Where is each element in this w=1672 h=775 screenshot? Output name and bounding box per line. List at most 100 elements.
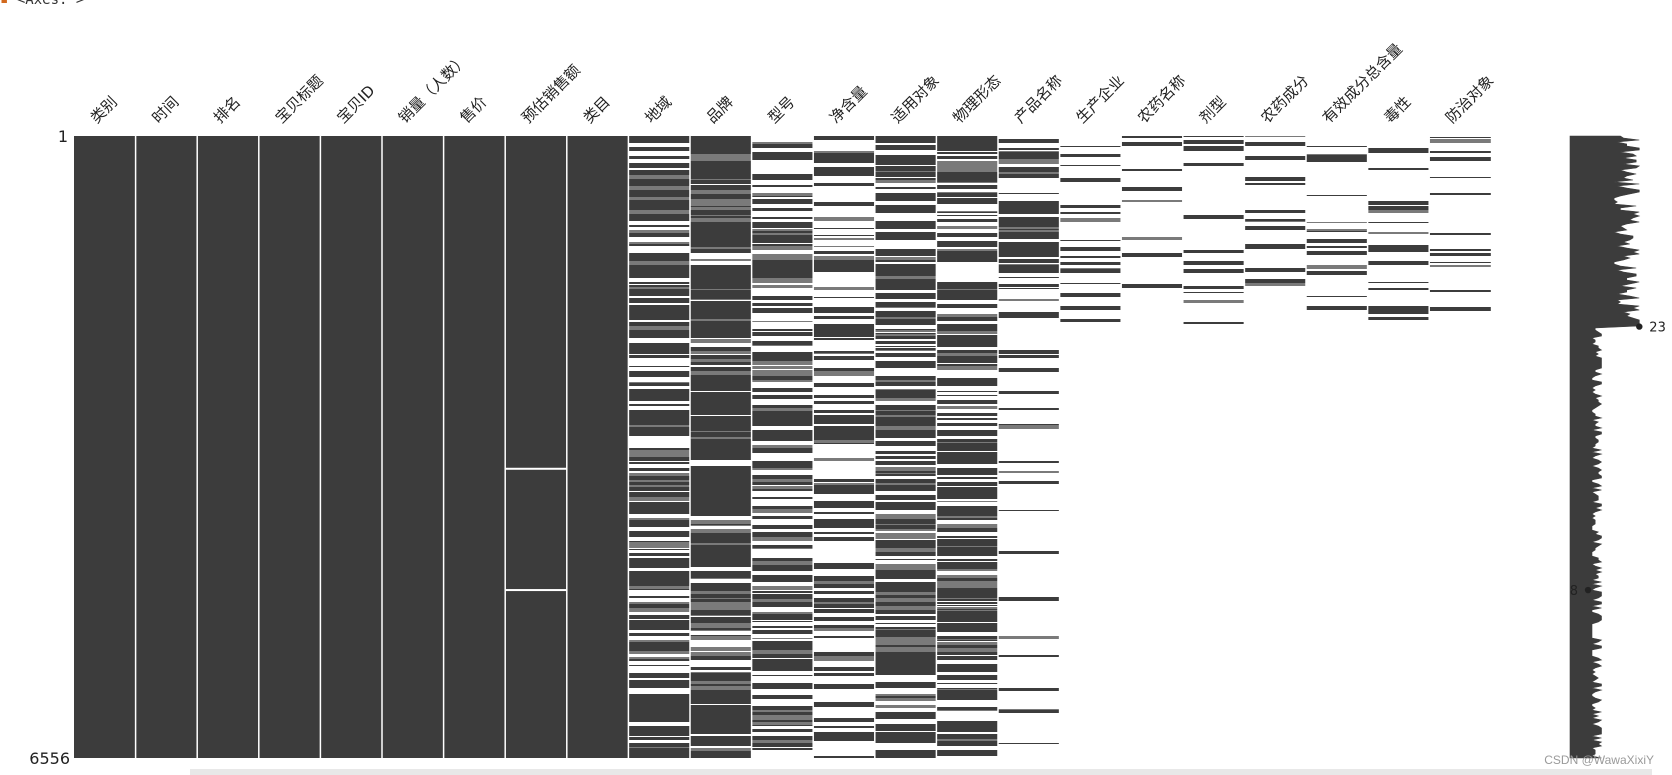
column-fill (258, 136, 321, 758)
present-band (690, 731, 752, 734)
present-band (813, 328, 875, 332)
present-band (751, 748, 814, 750)
present-band (874, 665, 937, 668)
present-band (628, 355, 690, 358)
present-band (936, 304, 998, 307)
present-band (936, 174, 998, 176)
present-band (690, 486, 752, 487)
present-band (1429, 177, 1491, 178)
present-band (751, 273, 814, 277)
column-label: 毒性 (1381, 93, 1415, 127)
present-band (874, 483, 937, 485)
present-band (690, 429, 752, 431)
present-band (936, 145, 998, 146)
present-band (1306, 222, 1368, 223)
column-label: 排名 (210, 93, 244, 127)
present-band (874, 641, 937, 645)
present-band (1429, 262, 1491, 263)
present-band (690, 511, 752, 512)
present-band (874, 728, 937, 729)
present-band (751, 271, 814, 273)
present-band (690, 615, 752, 616)
present-band (1429, 290, 1491, 292)
present-band (690, 409, 752, 411)
present-band (813, 520, 875, 524)
present-band (813, 673, 875, 676)
present-band (751, 358, 814, 360)
present-band (628, 371, 690, 373)
present-band (690, 501, 752, 505)
present-band (628, 343, 690, 347)
present-band (690, 150, 752, 151)
present-band (628, 747, 690, 748)
present-band (874, 506, 937, 510)
present-band (936, 591, 998, 595)
present-band (751, 408, 814, 411)
present-band (936, 750, 998, 751)
present-band (936, 598, 998, 599)
present-band (628, 604, 690, 607)
present-band (751, 405, 814, 406)
present-band (628, 397, 690, 399)
present-band (998, 312, 1060, 316)
present-band (628, 684, 690, 688)
present-band (1121, 187, 1183, 191)
present-band (628, 332, 690, 336)
present-band (628, 347, 690, 351)
present-band (628, 737, 690, 740)
present-band (751, 329, 814, 331)
present-band (751, 260, 814, 263)
present-band (628, 336, 690, 338)
column-fill (320, 136, 382, 758)
present-band (628, 170, 690, 171)
present-band (751, 561, 814, 565)
present-band (690, 497, 752, 499)
present-band (751, 695, 814, 699)
column-label: 净含量 (826, 82, 871, 127)
present-band (751, 534, 814, 537)
present-band (1367, 310, 1430, 314)
present-band (998, 408, 1060, 410)
present-band (998, 259, 1060, 262)
present-band (874, 552, 937, 553)
present-band (751, 665, 814, 668)
output-marker: ▪ (0, 0, 9, 8)
present-band (751, 576, 814, 580)
present-band (628, 561, 690, 565)
present-band (998, 391, 1060, 394)
present-band (751, 729, 814, 730)
present-band (813, 316, 875, 319)
present-band (628, 544, 690, 548)
present-band (813, 483, 875, 485)
present-band (690, 213, 752, 215)
present-band (874, 564, 937, 568)
present-band (690, 636, 752, 640)
present-band (874, 417, 937, 420)
present-band (628, 351, 690, 354)
present-band (874, 136, 937, 139)
present-band (1059, 268, 1122, 269)
present-band (813, 443, 875, 444)
present-band (936, 645, 998, 646)
present-band (751, 341, 814, 343)
present-band (751, 736, 814, 740)
present-band (690, 301, 752, 304)
present-band (1182, 300, 1245, 303)
completeness-sparkline: 23 8 (1569, 135, 1666, 759)
present-band (874, 502, 937, 506)
present-band (998, 368, 1060, 372)
present-band (874, 350, 937, 351)
present-band (628, 620, 690, 621)
present-band (874, 168, 937, 171)
present-band (1059, 306, 1122, 310)
present-band (813, 235, 875, 236)
present-band (628, 752, 690, 754)
present-band (751, 229, 814, 231)
present-band (813, 667, 875, 671)
present-band (874, 260, 937, 262)
present-band (874, 623, 937, 624)
present-band (813, 501, 875, 505)
present-band (628, 645, 690, 647)
horizontal-scrollbar[interactable] (190, 769, 1652, 775)
present-band (751, 580, 814, 582)
